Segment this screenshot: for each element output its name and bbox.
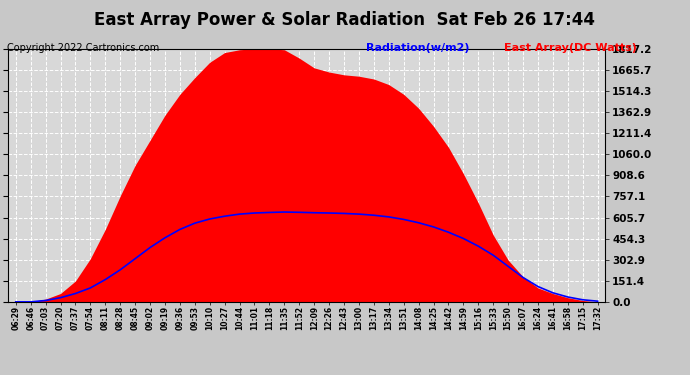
Text: Radiation(w/m2): Radiation(w/m2) bbox=[366, 43, 469, 53]
Text: Copyright 2022 Cartronics.com: Copyright 2022 Cartronics.com bbox=[7, 43, 159, 53]
Text: East Array(DC Watts): East Array(DC Watts) bbox=[504, 43, 637, 53]
Text: East Array Power & Solar Radiation  Sat Feb 26 17:44: East Array Power & Solar Radiation Sat F… bbox=[95, 11, 595, 29]
